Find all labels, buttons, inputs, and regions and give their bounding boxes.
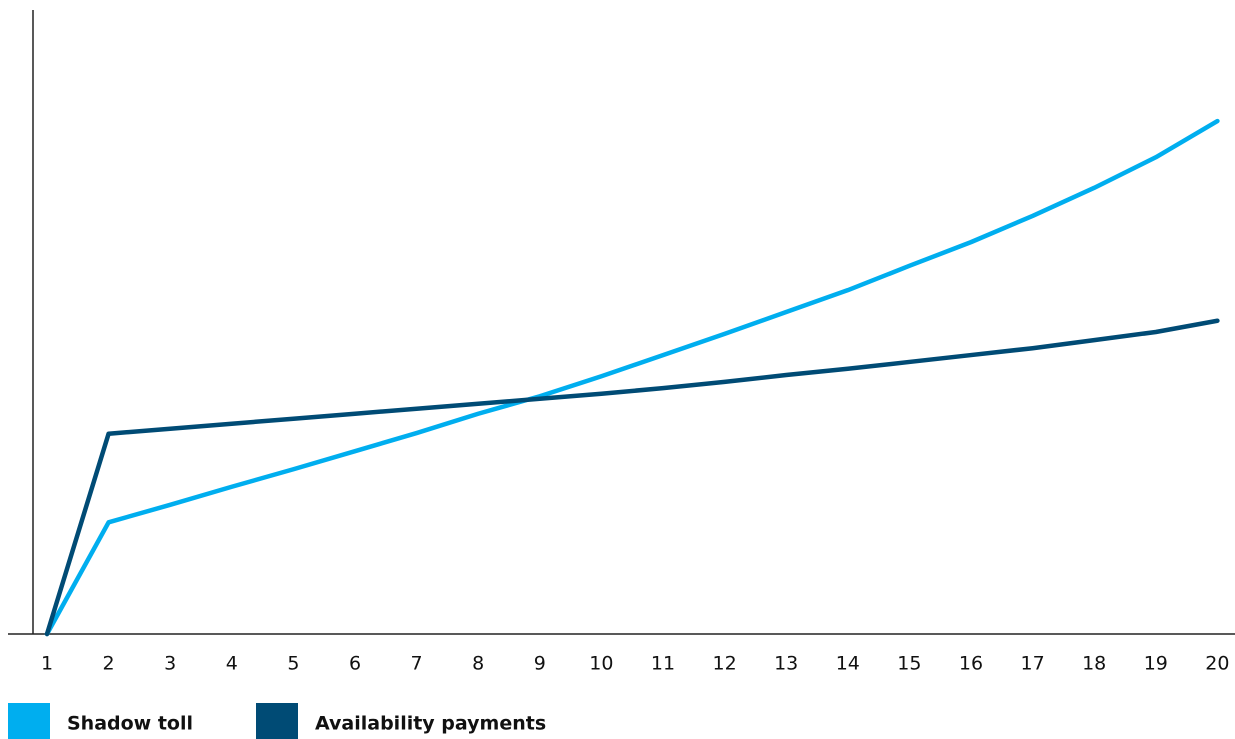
x-tick-label: 3 xyxy=(164,653,176,675)
x-tick-label: 10 xyxy=(589,653,613,675)
line-series xyxy=(44,318,1220,637)
x-tick-label: 12 xyxy=(713,653,737,675)
x-tick-label: 14 xyxy=(836,653,860,675)
line-series xyxy=(44,118,1220,637)
legend-swatch xyxy=(8,703,50,739)
x-tick-label: 16 xyxy=(959,653,983,675)
x-tick-label: 6 xyxy=(349,653,361,675)
x-tick-label: 13 xyxy=(774,653,798,675)
legend-label: Shadow toll xyxy=(67,713,193,735)
x-tick-label: 7 xyxy=(411,653,423,675)
legend-label: Availability payments xyxy=(315,713,546,735)
x-tick-label: 20 xyxy=(1205,653,1229,675)
x-tick-label: 18 xyxy=(1082,653,1106,675)
x-tick-label: 9 xyxy=(534,653,546,675)
x-tick-label: 4 xyxy=(226,653,238,675)
x-tick-label: 19 xyxy=(1144,653,1168,675)
x-tick-label: 11 xyxy=(651,653,675,675)
legend-swatch xyxy=(256,703,298,739)
x-tick-label: 5 xyxy=(287,653,299,675)
x-tick-label: 1 xyxy=(41,653,53,675)
x-tick-label: 2 xyxy=(103,653,115,675)
x-tick-label: 17 xyxy=(1021,653,1045,675)
x-tick-label: 8 xyxy=(472,653,484,675)
x-tick-label: 15 xyxy=(897,653,921,675)
